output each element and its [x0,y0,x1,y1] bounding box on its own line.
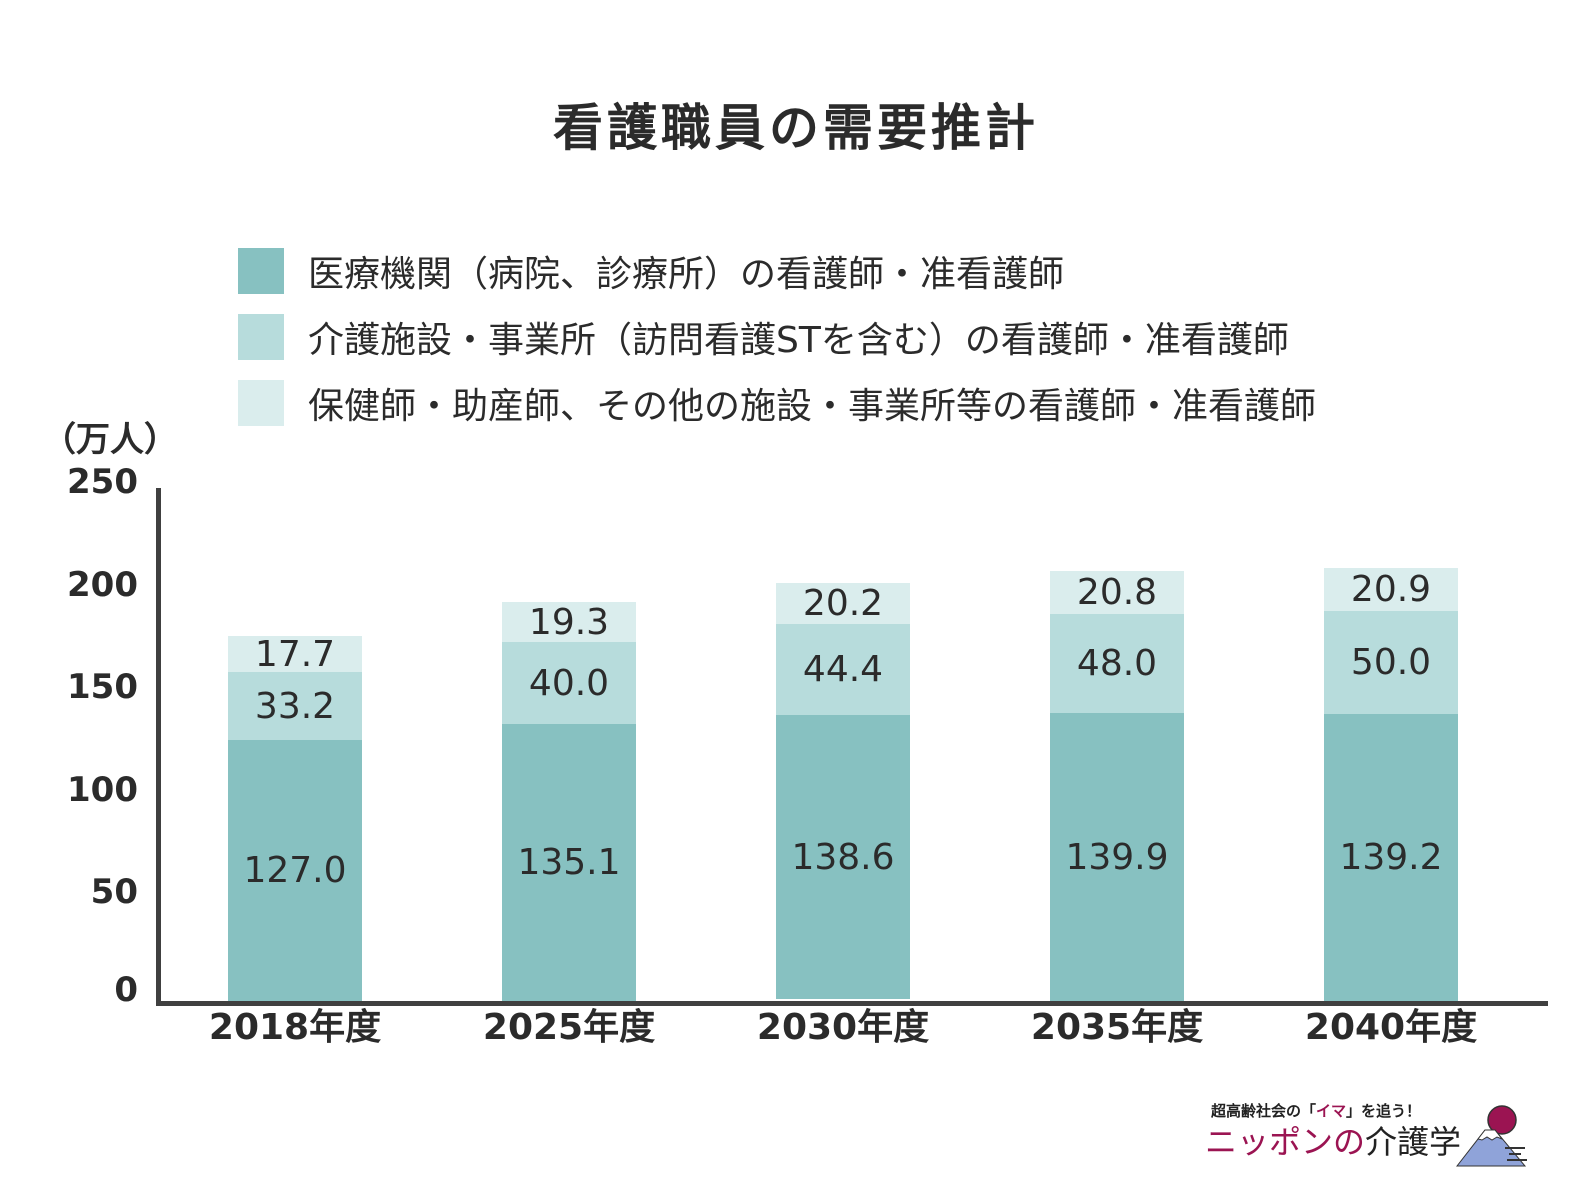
value-label: 139.2 [1339,837,1443,878]
logo-name: ニッポンの介護学 [1205,1122,1461,1162]
y-tick: 250 [67,462,138,502]
value-label: 17.7 [254,636,336,672]
bar-2030: 20.2 44.4 138.6 [776,583,910,999]
tagline-highlight: イマ [1316,1102,1347,1120]
segment-medical: 127.0 [228,740,362,1001]
legend-label: 介護施設・事業所（訪問看護STを含む）の看護師・准看護師 [308,320,1289,361]
tagline-text: 」を追う！ [1346,1102,1422,1120]
segment-other: 17.7 [228,636,362,672]
y-tick: 100 [67,770,138,810]
segment-medical: 139.2 [1324,714,1458,1001]
x-label: 2035年度 [1030,1007,1204,1048]
bar-2035: 20.8 48.0 139.9 [1050,571,1184,1001]
segment-medical: 135.1 [502,724,636,1001]
segment-care: 40.0 [502,642,636,724]
legend-label: 保健師・助産師、その他の施設・事業所等の看護師・准看護師 [308,386,1317,427]
logo-name-pink: ニッポンの [1205,1123,1366,1161]
value-label: 20.8 [1076,572,1158,613]
legend: 医療機関（病院、診療所）の看護師・准看護師 介護施設・事業所（訪問看護STを含む… [238,238,1316,436]
tagline-text: 超高齢社会の「 [1211,1102,1317,1120]
value-label: 20.2 [802,583,884,624]
segment-other: 19.3 [502,602,636,642]
segment-medical: 139.9 [1050,713,1184,1001]
bar-2040: 20.9 50.0 139.2 [1324,568,1458,1001]
segment-care: 44.4 [776,624,910,715]
value-label: 135.1 [517,842,621,883]
segment-care: 50.0 [1324,611,1458,714]
segment-other: 20.9 [1324,568,1458,611]
y-tick: 150 [67,667,138,707]
segment-care: 33.2 [228,672,362,740]
logo-tagline: 超高齢社会の「イマ」を追う！ [1211,1100,1421,1121]
site-logo: 超高齢社会の「イマ」を追う！ ニッポンの介護学 [1205,1098,1545,1168]
value-label: 50.0 [1350,642,1432,683]
x-label: 2018年度 [208,1007,382,1048]
y-tick: 0 [114,970,138,1010]
bar-2025: 19.3 40.0 135.1 [502,602,636,1001]
x-label: 2040年度 [1304,1007,1478,1048]
legend-item-medical: 医療機関（病院、診療所）の看護師・准看護師 [238,238,1316,304]
value-label: 33.2 [254,685,336,727]
segment-care: 48.0 [1050,614,1184,713]
legend-item-care: 介護施設・事業所（訪問看護STを含む）の看護師・准看護師 [238,304,1316,370]
logo-name-dark: 介護学 [1365,1123,1462,1161]
mount-fuji-sun-icon [1455,1105,1527,1167]
legend-swatch-other [238,380,284,426]
x-label: 2030年度 [756,1007,930,1048]
y-axis-line [156,488,161,1006]
y-tick: 50 [90,872,138,912]
segment-other: 20.8 [1050,571,1184,614]
chart-title: 看護職員の需要推計 [553,99,1039,157]
value-label: 19.3 [528,602,610,642]
value-label: 20.9 [1350,569,1432,610]
legend-swatch-medical [238,248,284,294]
value-label: 138.6 [791,836,895,878]
segment-other: 20.2 [776,583,910,624]
segment-medical: 138.6 [776,715,910,999]
x-axis-line [156,1001,1548,1006]
y-axis-unit: （万人） [42,420,178,460]
bar-2018: 17.7 33.2 127.0 [228,636,362,1001]
value-label: 139.9 [1065,836,1169,878]
legend-swatch-care [238,314,284,360]
value-label: 48.0 [1076,643,1158,684]
value-label: 40.0 [528,662,610,704]
legend-item-other: 保健師・助産師、その他の施設・事業所等の看護師・准看護師 [238,370,1316,436]
value-label: 127.0 [243,850,347,891]
x-label: 2025年度 [482,1007,656,1048]
y-tick: 200 [67,565,138,605]
value-label: 44.4 [802,649,884,690]
legend-label: 医療機関（病院、診療所）の看護師・准看護師 [308,254,1065,295]
